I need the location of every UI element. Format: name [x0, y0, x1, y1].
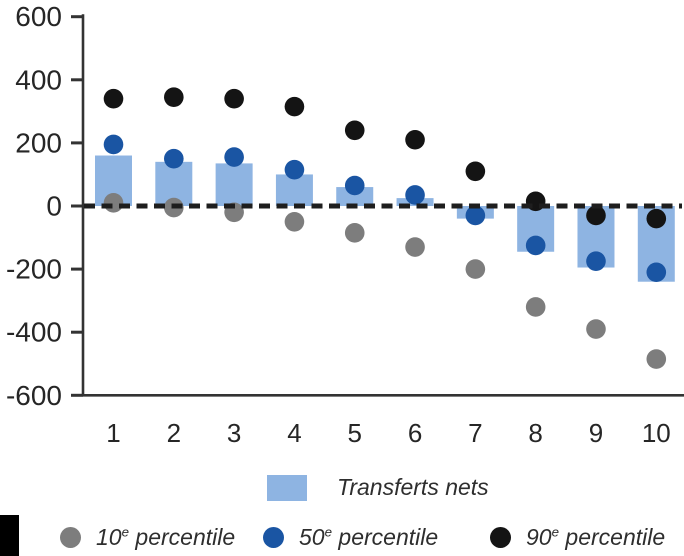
- legend-row-transferts: Transferts nets: [267, 474, 489, 501]
- x-category-label-6: 6: [408, 418, 422, 448]
- dot-p90-cat3: [224, 88, 244, 109]
- legend-dot-50e-icon: [263, 526, 284, 548]
- dot-p90-cat7: [465, 161, 486, 182]
- dot-p50-cat9: [586, 251, 606, 272]
- legend-dot-90e-icon: [490, 526, 511, 548]
- y-tick-label: 200: [15, 127, 62, 158]
- x-category-label-8: 8: [528, 418, 542, 448]
- legend-swatch-transferts-nets: [267, 474, 307, 501]
- x-category-label-4: 4: [287, 418, 301, 448]
- y-tick-label: 400: [15, 64, 62, 95]
- legend-item-50e-percentile: 50e percentile: [263, 523, 438, 551]
- x-category-label-1: 1: [106, 418, 120, 448]
- dot-p10-cat6: [405, 237, 425, 257]
- dot-p90-cat4: [284, 96, 305, 117]
- bar-transferts-nets-cat3: [215, 163, 253, 206]
- dot-p90-cat6: [405, 129, 425, 150]
- x-category-label-7: 7: [468, 418, 482, 448]
- legend-label-90e-rest: percentile: [559, 523, 666, 550]
- legend-label-10e-rest: percentile: [129, 523, 236, 550]
- legend-item-10e-percentile: 10e percentile: [60, 523, 235, 551]
- legend-label-50e-percentile: 50e percentile: [299, 524, 438, 551]
- dot-p90-cat5: [344, 120, 365, 141]
- x-category-label-3: 3: [227, 418, 241, 448]
- dot-p50-cat5: [344, 175, 365, 196]
- legend-label-90e-percentile: 90e percentile: [526, 524, 665, 551]
- x-category-label-5: 5: [348, 418, 362, 448]
- dot-p10-cat4: [284, 211, 305, 232]
- dot-p10-cat10: [646, 349, 667, 369]
- dot-p10-cat1: [103, 193, 124, 213]
- legend-item-90e-percentile: 90e percentile: [490, 523, 665, 551]
- dot-p50-cat2: [164, 148, 184, 169]
- y-tick-label: -400: [6, 317, 62, 348]
- dot-p50-cat6: [405, 185, 425, 205]
- dot-p50-cat3: [224, 147, 244, 167]
- y-tick-label: -200: [6, 254, 62, 285]
- dot-p10-cat8: [525, 297, 546, 317]
- y-tick-label: -600: [6, 380, 62, 411]
- dot-p90-cat9: [586, 205, 606, 226]
- legend-label-10e-num: 10: [96, 523, 122, 550]
- bar-transferts-nets-cat4: [275, 174, 313, 206]
- legend-dot-10e-icon: [60, 526, 81, 548]
- legend-label-90e-sup: e: [551, 523, 560, 539]
- dot-p10-cat9: [586, 319, 606, 339]
- dot-p50-cat7: [465, 205, 486, 226]
- dot-p90-cat2: [164, 87, 184, 107]
- legend-label-90e-num: 90: [526, 523, 552, 550]
- bar-transferts-nets-cat5: [336, 187, 374, 206]
- y-tick-label: 0: [46, 191, 62, 222]
- dot-p50-cat4: [284, 159, 305, 180]
- legend-row-percentiles: 10e percentile 50e percentile 90e percen…: [0, 523, 684, 551]
- legend-label-transferts-nets: Transferts nets: [337, 474, 489, 500]
- chart-plot-area: 600 400 200 0 -200 -400 -600 1 2 3 4 5 6 7 8 9 10: [6, 1, 684, 448]
- dot-p50-cat10: [646, 262, 667, 283]
- legend-label-50e-num: 50: [299, 523, 325, 550]
- legend-label-10e-percentile: 10e percentile: [96, 524, 235, 551]
- x-category-label-10: 10: [642, 418, 671, 448]
- legend-label-50e-rest: percentile: [332, 523, 439, 550]
- legend-label-10e-sup: e: [121, 523, 130, 539]
- dot-p90-cat1: [103, 88, 124, 109]
- y-tick-label: 600: [15, 1, 62, 32]
- dot-p10-cat5: [344, 223, 365, 243]
- dot-p50-cat1: [103, 134, 124, 155]
- dot-p90-cat10: [646, 208, 667, 229]
- dot-p50-cat8: [525, 235, 546, 256]
- dot-p10-cat7: [465, 259, 486, 279]
- x-category-label-2: 2: [167, 418, 181, 448]
- legend-label-50e-sup: e: [324, 523, 333, 539]
- x-category-label-9: 9: [589, 418, 603, 448]
- corner-black-block: [0, 515, 19, 556]
